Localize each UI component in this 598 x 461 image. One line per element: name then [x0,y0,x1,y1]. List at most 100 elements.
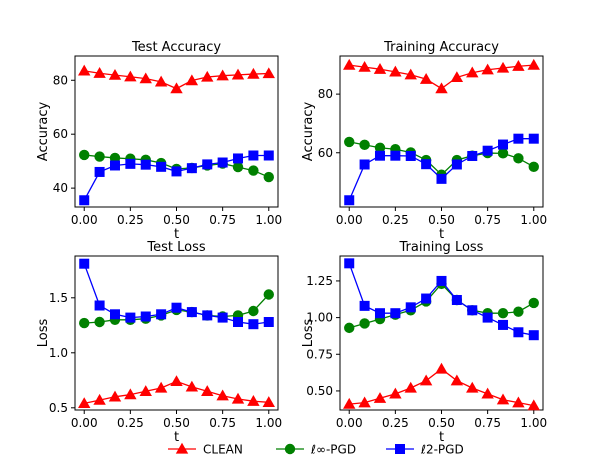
data-point [156,161,167,172]
data-point [247,395,260,406]
series-square [79,258,274,330]
data-point [528,161,539,173]
data-point [233,317,244,327]
x-tick-label: 0.00 [71,213,98,227]
data-point [94,300,105,311]
data-point [466,381,479,393]
y-tick-label: 0.75 [306,347,333,361]
data-point [419,72,433,84]
data-point [231,68,245,80]
y-tick-label: 1.0 [49,346,68,360]
data-point [262,67,275,79]
legend-label: ℓ2-PGD [420,443,464,457]
data-point [232,161,244,173]
legend-entry: ℓ∞-PGD [276,443,356,457]
y-tick-label: 1.25 [306,274,333,288]
series-triangle [78,375,275,409]
y-tick-label: 60 [53,127,68,141]
data-point [482,145,493,156]
data-point [201,385,214,396]
data-point [435,362,448,374]
x-tick-label: 0.00 [336,213,363,227]
x-tick-label: 0.50 [428,213,455,227]
data-point [186,307,197,318]
data-point [481,387,494,399]
y-tick-label: 40 [53,181,68,195]
data-point [528,297,539,309]
data-point [202,310,213,321]
data-point [373,392,387,403]
data-point [467,305,478,316]
data-point [404,68,417,80]
data-point [528,133,539,144]
data-point [436,275,447,286]
data-point [344,195,355,206]
data-point [496,61,510,73]
legend: CLEAN ℓ∞-PGD ℓ2-PGD [168,443,464,457]
series-square [344,133,539,206]
data-point [513,306,524,317]
data-point [140,311,151,322]
data-point [373,62,387,74]
data-point [216,69,229,81]
data-point [248,305,259,317]
legend-label: ℓ∞-PGD [310,443,356,457]
data-point [124,70,137,82]
subplot-1: 0.00 0.25 0.50 0.75 1.00 40 60 80 Test Accuracy t… [36,40,282,242]
data-point [497,308,509,319]
subplot-title: Training Loss [399,240,484,255]
x-tick-label: 0.75 [474,213,501,227]
series-square [79,150,274,206]
x-tick-label: 0.50 [428,416,455,430]
x-tick-label: 0.75 [209,416,236,430]
data-point [421,159,432,170]
data-point [216,389,229,401]
data-point [496,393,510,405]
data-point [231,392,245,404]
x-tick-label: 1.00 [255,213,282,227]
data-point [94,316,105,328]
y-tick-label: 80 [318,87,333,101]
data-point [140,159,151,170]
data-point [79,258,90,269]
data-point [186,163,197,174]
data-point [94,151,105,162]
data-point [125,312,136,323]
data-point [513,153,524,164]
x-tick-label: 0.25 [382,416,409,430]
data-point [217,157,228,168]
x-tick-label: 1.00 [520,213,547,227]
data-point [374,150,385,161]
data-point [358,396,371,408]
x-axis-label: t [439,430,444,445]
data-point [527,58,540,70]
data-point [343,58,356,70]
data-point [528,330,539,341]
data-point [374,142,386,153]
data-point [344,322,355,334]
data-point [154,381,168,393]
data-point [358,60,371,72]
legend-marker [284,443,296,455]
data-point [404,381,417,393]
subplot-title: Test Accuracy [131,40,221,55]
x-tick-label: 1.00 [255,416,282,430]
x-tick-label: 0.50 [163,416,190,430]
data-point [359,159,370,170]
series-triangle [78,64,275,94]
data-point [513,327,524,338]
data-point [263,150,274,161]
subplot-4: 0.00 0.25 0.50 0.75 1.00 0.50 0.75 1.00 1.25 Trai… [301,240,547,445]
data-point [451,159,462,170]
data-point [263,317,274,327]
x-tick-label: 0.00 [336,416,363,430]
subplot-3: 0.00 0.25 0.50 0.75 1.00 0.5 1.0 1.5 Test Loss t L… [36,240,282,445]
data-point [124,388,137,400]
data-point [78,64,91,76]
data-point [498,319,509,330]
y-tick-label: 1.5 [49,291,68,305]
y-axis-label: Accuracy [301,102,316,162]
series-circle [79,149,274,183]
data-point [217,312,228,323]
data-point [421,293,432,304]
